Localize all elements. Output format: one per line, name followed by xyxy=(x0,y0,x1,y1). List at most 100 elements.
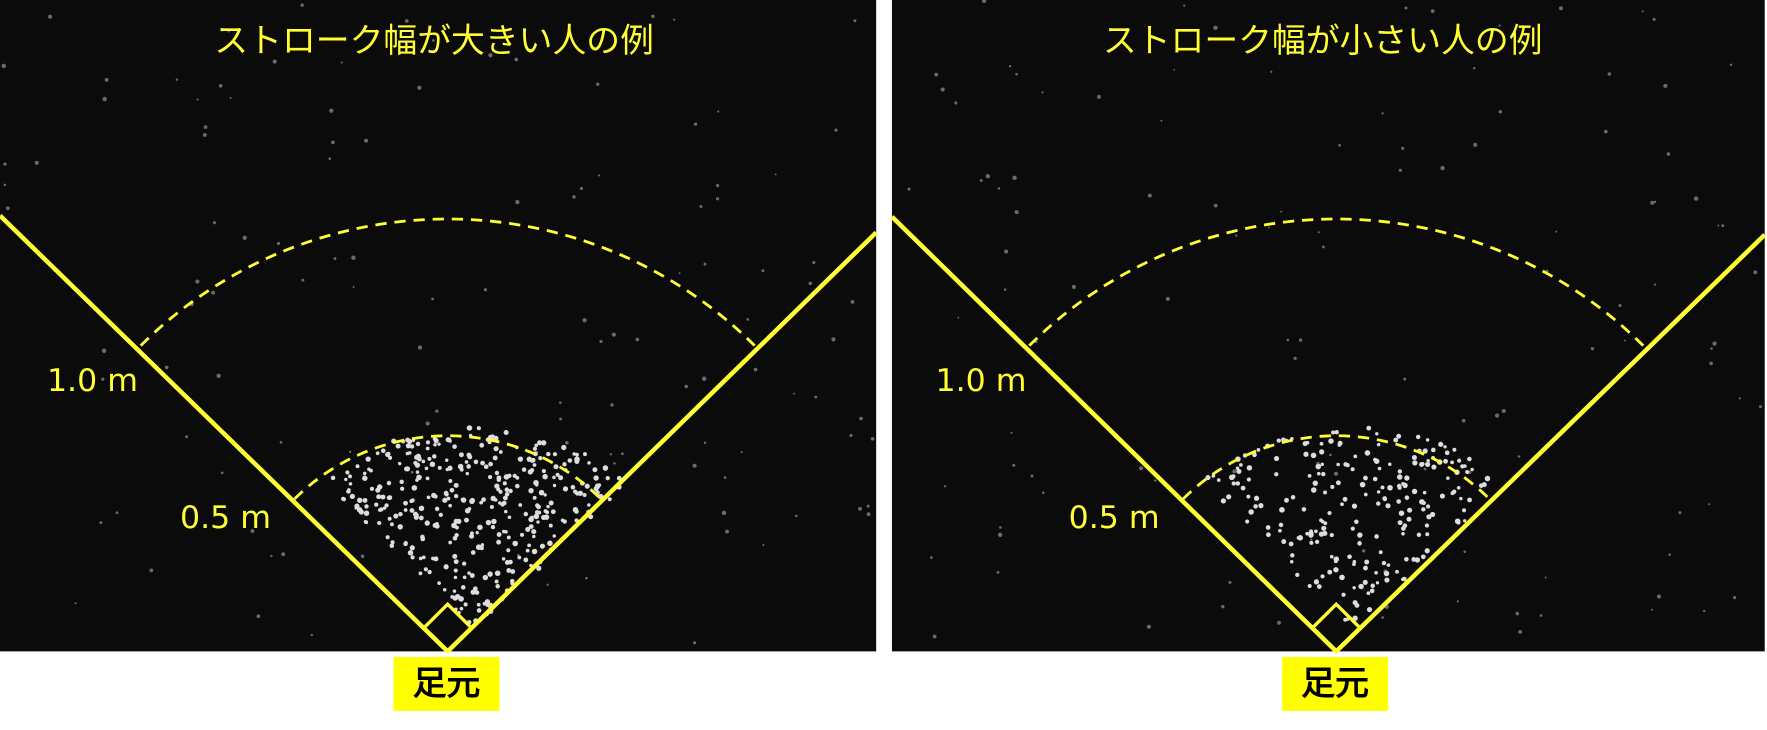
particle xyxy=(479,545,484,551)
speckle xyxy=(435,409,439,413)
particle xyxy=(1352,559,1357,564)
particle xyxy=(503,474,510,480)
speckle xyxy=(185,435,189,439)
particle xyxy=(534,443,539,448)
particle xyxy=(491,518,497,525)
particle xyxy=(528,524,534,529)
particle xyxy=(399,479,404,485)
speckle xyxy=(934,72,939,77)
particle xyxy=(1393,437,1399,443)
particle xyxy=(487,571,493,577)
particle xyxy=(418,556,423,561)
speckle xyxy=(907,187,911,191)
speckle xyxy=(149,568,154,573)
particle xyxy=(538,489,545,496)
particle xyxy=(1323,521,1328,526)
speckle xyxy=(559,417,563,421)
particle xyxy=(1362,579,1368,585)
speckle xyxy=(717,110,720,113)
speckle xyxy=(1213,203,1218,208)
particle xyxy=(1363,475,1368,481)
particle xyxy=(482,601,487,606)
particle xyxy=(498,450,503,454)
particle xyxy=(443,564,449,570)
particle xyxy=(605,475,610,481)
speckle xyxy=(104,77,109,82)
speckle xyxy=(101,377,105,381)
speckle xyxy=(930,556,933,559)
particle xyxy=(504,509,508,514)
particle xyxy=(1246,477,1251,482)
speckle xyxy=(1709,361,1713,366)
speckle xyxy=(699,204,703,209)
particle xyxy=(1246,494,1251,499)
particle xyxy=(476,602,481,607)
particle xyxy=(504,487,510,493)
speckle xyxy=(1624,339,1626,342)
particle xyxy=(1315,463,1322,470)
particle xyxy=(1357,532,1363,538)
particle xyxy=(504,560,510,565)
particle xyxy=(1373,458,1380,464)
speckle xyxy=(3,162,7,166)
particle xyxy=(1420,554,1426,560)
particle xyxy=(512,540,518,547)
particle xyxy=(594,483,601,489)
particle xyxy=(453,575,458,580)
particle xyxy=(607,497,612,502)
particle xyxy=(369,486,375,491)
particle xyxy=(445,437,451,443)
speckle xyxy=(596,82,600,86)
particle xyxy=(1211,474,1216,478)
particle xyxy=(1375,432,1379,436)
speckle xyxy=(1703,609,1706,613)
particle xyxy=(1396,474,1403,480)
speckle xyxy=(1041,91,1044,94)
particle xyxy=(437,442,441,446)
speckle xyxy=(1607,72,1612,76)
speckle xyxy=(684,384,689,389)
speckle xyxy=(1456,600,1459,603)
speckle xyxy=(352,286,355,289)
particle xyxy=(1378,550,1383,555)
speckle xyxy=(943,485,947,488)
particle xyxy=(1438,441,1444,447)
speckle xyxy=(997,187,1001,190)
panel: ストローク幅が小さい人の例 1.0 m 0.5 m 足元 xyxy=(890,0,1767,711)
particle xyxy=(1402,576,1407,582)
particle xyxy=(1340,502,1344,507)
particle xyxy=(479,442,485,448)
particle xyxy=(375,451,380,456)
particle xyxy=(1327,510,1332,516)
speckle xyxy=(203,125,208,129)
right-angle-mark xyxy=(1310,601,1363,654)
particle xyxy=(390,522,394,527)
speckle xyxy=(1183,4,1186,7)
particle xyxy=(420,534,425,540)
particle xyxy=(404,466,411,472)
particle xyxy=(1404,556,1409,562)
particle xyxy=(415,441,421,447)
particle xyxy=(532,446,538,451)
particle xyxy=(411,485,418,491)
particle xyxy=(1295,572,1300,578)
speckle xyxy=(1668,553,1671,556)
particle xyxy=(518,503,523,507)
particle xyxy=(1323,490,1327,495)
particle xyxy=(1290,553,1295,558)
speckle xyxy=(692,463,697,468)
particle xyxy=(555,472,560,477)
particle xyxy=(397,524,403,530)
speckle xyxy=(1213,25,1218,31)
speckle xyxy=(1650,608,1653,611)
particle xyxy=(493,498,498,502)
speckle xyxy=(300,3,304,7)
particle xyxy=(1431,464,1437,470)
particle xyxy=(386,495,392,501)
speckle xyxy=(242,235,247,240)
range-arc xyxy=(293,434,602,500)
particle xyxy=(1289,559,1294,564)
speckle xyxy=(1147,193,1152,198)
particle xyxy=(485,519,492,526)
particle xyxy=(467,571,471,575)
